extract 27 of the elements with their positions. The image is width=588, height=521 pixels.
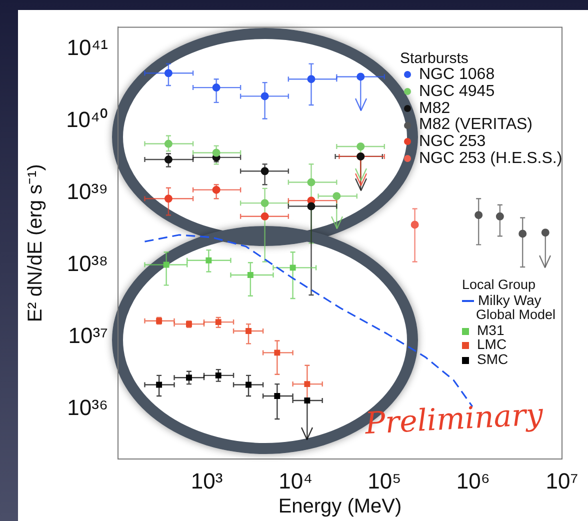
x-tick-label: 10⁶ <box>456 468 490 494</box>
legend-label: LMC <box>476 336 508 352</box>
annotation: Global Model <box>476 307 556 323</box>
legend-title: Starbursts <box>400 50 470 67</box>
y-tick-label: 10³⁷ <box>68 322 108 348</box>
legend-label: M82 (VERITAS) <box>418 116 534 134</box>
annotation: Preliminary <box>364 397 544 442</box>
legend-label: Milky Way <box>477 292 542 308</box>
y-tick-label: 10³⁸ <box>66 250 108 276</box>
x-tick-label: 10⁴ <box>278 468 313 494</box>
legend-label: M31 <box>476 322 506 338</box>
annotation: Local Group <box>462 277 537 293</box>
legend-label: SMC <box>476 351 510 368</box>
legend-label: NGC 253 <box>418 133 487 151</box>
x-tick-label: 10⁵ <box>368 468 402 494</box>
y-tick-label: 10³⁶ <box>67 394 108 420</box>
x-tick-label: 10⁷ <box>546 468 578 494</box>
legend-label: NGC 4945 <box>418 82 496 101</box>
legend-label: M82 <box>418 100 452 118</box>
y-tick-label: 10³⁹ <box>66 178 108 204</box>
legend-label: NGC 253 (H.E.S.S.) <box>418 150 562 168</box>
x-axis-title: Energy (MeV) <box>278 496 402 518</box>
x-tick-label: 10³ <box>190 468 223 494</box>
y-tick-label: 10⁴⁰ <box>66 106 108 132</box>
legend-label: NGC 1068 <box>418 66 496 84</box>
y-tick-label: 10⁴¹ <box>66 34 108 60</box>
y-axis-title: E² dN/dE (erg s⁻¹) <box>24 164 47 322</box>
